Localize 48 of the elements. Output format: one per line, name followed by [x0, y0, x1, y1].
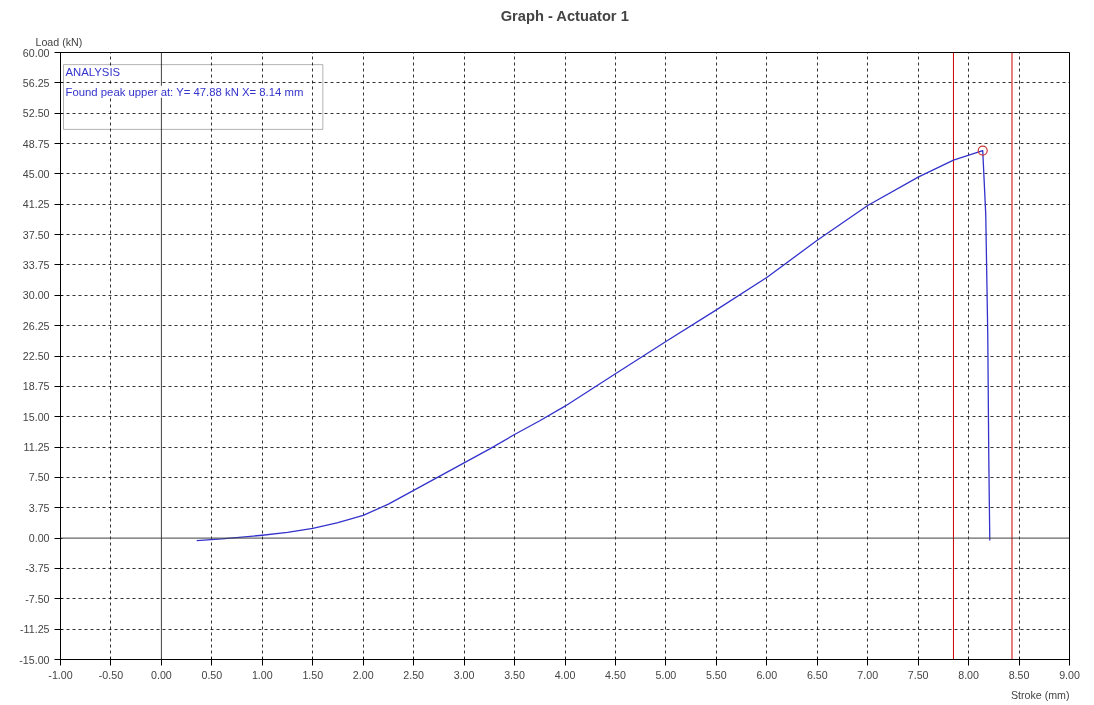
x-tick-label: 5.50: [705, 668, 727, 681]
y-tick-label: 45.00: [22, 167, 50, 180]
y-tick-label: 18.75: [22, 380, 50, 393]
x-tick-label: 3.00: [453, 668, 475, 681]
y-tick-label: -15.00: [19, 653, 50, 666]
x-tick-label: -0.50: [98, 668, 124, 681]
x-tick-label: 4.50: [605, 668, 626, 681]
y-tick-label: 41.25: [22, 198, 50, 211]
x-tick-label: 0.00: [151, 668, 172, 681]
y-tick-label: 3.75: [28, 501, 50, 514]
y-tick-label: 7.50: [28, 471, 50, 484]
y-tick-label: 56.25: [22, 76, 50, 89]
x-tick-label: 9.00: [1059, 668, 1080, 681]
y-tick-label: 37.50: [22, 228, 50, 241]
x-tick-label: 3.50: [504, 668, 525, 681]
y-tick-label: 33.75: [22, 258, 50, 271]
annotation: ANALYSIS: [65, 66, 121, 79]
y-tick-label: 0.00: [28, 532, 50, 545]
y-axis-title: Load (kN): [35, 35, 83, 48]
x-tick-label: 7.00: [857, 668, 879, 681]
x-tick-label: 6.50: [806, 668, 828, 681]
x-tick-label: 7.50: [907, 668, 929, 681]
x-tick-label: 1.00: [251, 668, 273, 681]
y-tick-label: 15.00: [22, 410, 50, 423]
y-tick-label: 22.50: [22, 350, 50, 362]
x-tick-label: 5.00: [655, 668, 677, 681]
x-axis-title: Stroke (mm): [1010, 688, 1070, 701]
x-tick-label: -1.00: [48, 668, 73, 681]
x-tick-label: 8.00: [958, 668, 980, 681]
y-tick-label: 30.00: [22, 289, 50, 302]
x-tick-label: 1.50: [302, 668, 324, 681]
y-tick-label: 52.50: [22, 107, 50, 120]
y-tick-label: -7.50: [25, 592, 50, 605]
y-tick-label: -11.25: [20, 623, 50, 636]
y-tick-label: -3.75: [25, 562, 50, 575]
x-tick-label: 2.00: [352, 668, 374, 681]
x-tick-label: 4.00: [554, 668, 576, 681]
x-tick-label: 2.50: [403, 668, 425, 681]
x-tick-label: 8.50: [1008, 668, 1030, 681]
y-tick-label: 48.75: [22, 137, 50, 150]
y-tick-label: 11.25: [23, 441, 50, 454]
x-tick-label: 6.00: [756, 668, 778, 681]
y-tick-label: 60.00: [22, 46, 50, 59]
x-tick-label: 0.50: [201, 668, 223, 681]
annotation: Found peak upper at: Y= 47.88 kN X= 8.14 mm: [65, 85, 304, 98]
chart-title: Graph - Actuator 1: [500, 7, 629, 24]
line-series: [196, 149, 991, 542]
y-tick-label: 26.25: [22, 319, 50, 332]
